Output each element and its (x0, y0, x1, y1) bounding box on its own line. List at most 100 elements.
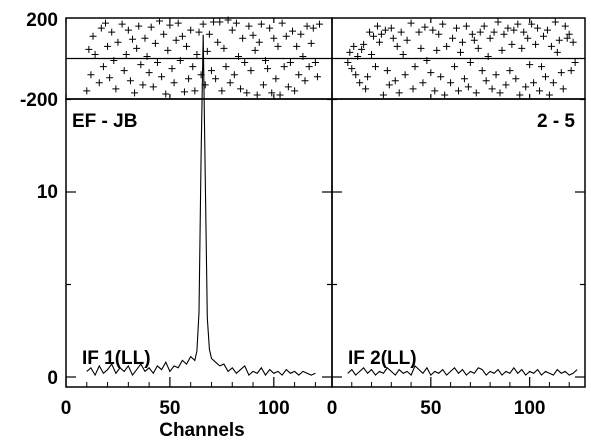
phase-point (212, 75, 220, 83)
phase-point (368, 50, 376, 58)
phase-point (530, 79, 538, 87)
phase-point (195, 28, 203, 36)
phase-point (536, 87, 544, 95)
phase-point (307, 39, 315, 47)
phase-point (228, 26, 236, 34)
phase-point (415, 28, 423, 36)
phase-point (264, 65, 272, 73)
phase-point (89, 32, 97, 40)
phase-point (129, 35, 136, 43)
phase-point (500, 30, 508, 38)
phase-point (431, 87, 439, 95)
phase-point (538, 63, 546, 71)
phase-point (532, 40, 540, 48)
phase-point (350, 42, 358, 50)
phase-point (364, 73, 372, 81)
phase-point (313, 73, 321, 81)
phase-point (370, 32, 378, 40)
phase-point (478, 67, 486, 75)
phase-point (133, 44, 141, 52)
phase-point (387, 24, 395, 32)
phase-point (266, 24, 274, 32)
phase-point (259, 81, 267, 89)
phase-point (514, 20, 522, 28)
phase-point (462, 22, 470, 30)
phase-point (373, 22, 381, 30)
phase-point (460, 75, 468, 83)
phase-point (397, 28, 405, 36)
phase-point (214, 38, 222, 46)
phase-point (429, 26, 437, 34)
phase-point (466, 59, 474, 67)
phase-point (474, 44, 482, 52)
phase-point (145, 69, 153, 77)
phase-point (311, 59, 319, 67)
phase-point (295, 71, 303, 79)
amplitude-line-1 (86, 34, 316, 377)
phase-point (480, 22, 488, 30)
phase-point (270, 34, 278, 42)
phase-point (237, 85, 245, 93)
phase-point (305, 63, 313, 71)
phase-point (104, 42, 112, 50)
phase-point (441, 91, 449, 99)
phase-point (166, 21, 174, 29)
phase-point (522, 83, 530, 91)
phase-point (147, 23, 155, 31)
phase-point (371, 63, 379, 71)
phase-point (262, 57, 269, 65)
amp-ytick-10: 10 (37, 182, 58, 203)
phase-point (301, 77, 309, 85)
phase-point (348, 65, 356, 73)
phase-point (528, 20, 536, 28)
phase-point (565, 30, 573, 38)
phase-point (443, 42, 451, 50)
phase-point (257, 20, 265, 28)
phase-point (226, 79, 234, 87)
phase-point (449, 34, 457, 42)
phase-point (160, 30, 168, 38)
amp-ytick-0: 0 (47, 368, 58, 389)
phase-point (249, 31, 257, 39)
phase-point (391, 77, 399, 85)
phase-point (488, 85, 496, 93)
phase-point (358, 45, 366, 53)
phase-point (482, 77, 490, 85)
phase-point (555, 36, 563, 44)
phase-point (85, 45, 93, 53)
phase-point (234, 52, 242, 60)
phase-point (224, 16, 232, 24)
phase-ytick-bottom: -200 (20, 90, 58, 111)
phase-point (205, 30, 213, 38)
phase-point (516, 91, 524, 99)
phase-point (176, 57, 184, 65)
phase-point (137, 61, 145, 69)
phase-point (399, 50, 407, 58)
phase-point (494, 18, 502, 26)
phase-point (375, 38, 383, 46)
phase-point (251, 46, 259, 54)
phase-point (241, 59, 249, 67)
phase-point (293, 42, 301, 50)
phase-point (486, 34, 494, 42)
phase-point (149, 83, 157, 91)
phase-point (255, 38, 263, 46)
phase-point (299, 52, 307, 60)
phase-point (316, 20, 324, 28)
phase-point (164, 46, 172, 54)
phase-point (455, 87, 462, 95)
phase-point (276, 91, 284, 99)
phase-point (383, 67, 391, 75)
phase-point (561, 22, 569, 30)
phase-point (272, 75, 280, 83)
phase-point (567, 67, 575, 75)
phase-point (417, 44, 425, 52)
phase-point (91, 50, 99, 58)
phase-point (389, 34, 397, 42)
amplitude-line-2 (347, 364, 578, 377)
phase-point (435, 30, 443, 38)
phase-point (504, 24, 512, 32)
phase-point (112, 85, 120, 93)
phase-point (247, 67, 255, 75)
phase-point (162, 90, 170, 98)
